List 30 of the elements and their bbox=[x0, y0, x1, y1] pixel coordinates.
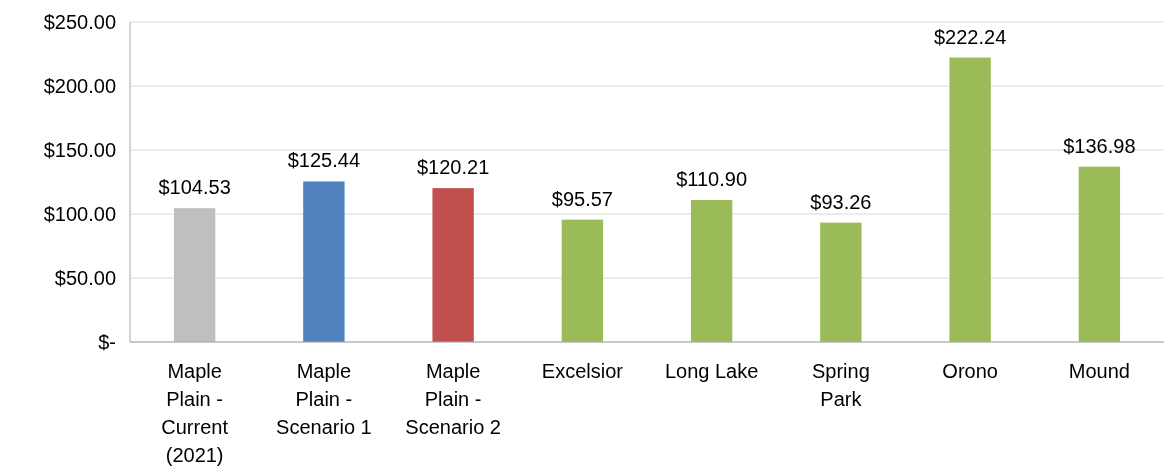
bar bbox=[173, 208, 216, 342]
data-label: $125.44 bbox=[287, 149, 361, 172]
data-label: $110.90 bbox=[676, 168, 748, 191]
y-tick-label: $- bbox=[98, 331, 116, 353]
data-label: $93.26 bbox=[810, 190, 872, 213]
bar bbox=[303, 181, 345, 342]
y-tick-label: $250.00 bbox=[43, 11, 116, 33]
x-tick-label: Spring Park bbox=[811, 360, 870, 410]
x-tick-label: Orono bbox=[942, 360, 998, 382]
x-tick-label: Mound bbox=[1068, 360, 1130, 382]
bar bbox=[561, 219, 604, 342]
y-tick-label: $50.00 bbox=[54, 267, 116, 289]
data-label: $104.53 bbox=[158, 176, 231, 199]
bar bbox=[820, 222, 862, 342]
bar bbox=[432, 188, 474, 342]
data-label: $222.24 bbox=[933, 25, 1007, 48]
x-tick-label: Long Lake bbox=[664, 360, 759, 382]
y-tick-label: $150.00 bbox=[43, 139, 116, 161]
bar bbox=[1078, 166, 1121, 342]
x-tick-label: Maple Plain - Scenario 1 bbox=[276, 360, 372, 438]
data-label: $120.21 bbox=[416, 156, 490, 179]
x-tick-label: Maple Plain - Current (2021) bbox=[161, 360, 229, 466]
y-tick-label: $100.00 bbox=[43, 203, 116, 225]
y-tick-label: $200.00 bbox=[43, 75, 116, 97]
data-label: $136.98 bbox=[1063, 134, 1136, 157]
x-tick-label: Maple Plain - Scenario 2 bbox=[405, 360, 501, 438]
bar bbox=[949, 57, 991, 342]
x-tick-label: Excelsior bbox=[541, 360, 624, 382]
data-label: $95.57 bbox=[551, 187, 613, 210]
bar bbox=[690, 200, 733, 342]
